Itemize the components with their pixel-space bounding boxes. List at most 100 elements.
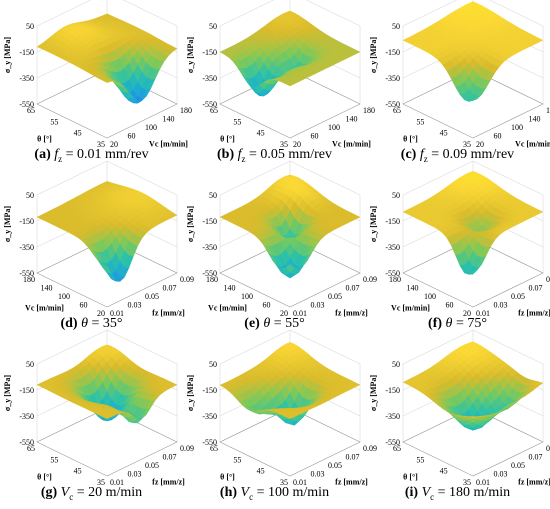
z-tick-label: -150 — [202, 48, 217, 57]
y-tick-label: 100 — [511, 123, 523, 132]
caption-subscript: c — [69, 491, 74, 502]
z-tick-label: -550 — [19, 438, 34, 447]
z-tick-label: -550 — [202, 100, 217, 109]
surface-e — [219, 174, 361, 279]
caption-label: (h) — [219, 485, 238, 500]
z-tick-label: -350 — [385, 412, 400, 421]
surface-a — [36, 13, 178, 104]
x-tick-label: 45 — [440, 467, 448, 476]
surface-plot-e: 50 -150 -350 -550 σ_y [MPa] 180 140 100 60 20 Vc [… — [183, 160, 377, 338]
x-axis-label: θ [°] — [403, 134, 418, 143]
caption-subscript: c — [249, 491, 254, 502]
x-axis-label: θ [°] — [37, 472, 52, 481]
x-tick-label: 65 — [27, 444, 35, 453]
x-tick-label: 100 — [58, 292, 70, 301]
z-axis-label: σ_y [MPa] — [3, 375, 12, 411]
y-axis-label: fz [mm/z] — [518, 309, 550, 318]
x-tick-label: 55 — [233, 117, 241, 126]
y-axis-label: fz [mm/z] — [152, 478, 185, 487]
y-tick-label: 60 — [494, 132, 502, 141]
z-tick-label: -350 — [19, 74, 34, 83]
x-tick-label: 65 — [393, 444, 401, 453]
x-tick-label: 45 — [440, 129, 448, 138]
z-tick-label: -150 — [202, 217, 217, 226]
y-tick-label: 0.05 — [511, 292, 525, 301]
surface-svg-f: 50 -150 -350 -550 σ_y [MPa] 180 140 100 60 20 Vc [… — [369, 160, 550, 318]
panel-caption: (e) θ = 55° — [183, 316, 366, 332]
y-tick-label: 0.09 — [180, 275, 194, 284]
surface-g — [36, 344, 178, 424]
z-tick-label: -150 — [385, 217, 400, 226]
z-axis-label: σ_y [MPa] — [369, 206, 378, 242]
x-axis-label: θ [°] — [220, 134, 235, 143]
x-axis-label: θ [°] — [403, 472, 418, 481]
x-tick-label: 180 — [23, 275, 35, 284]
surface-svg-e: 50 -150 -350 -550 σ_y [MPa] 180 140 100 60 20 Vc [… — [186, 160, 377, 318]
x-tick-label: 55 — [416, 117, 424, 126]
y-tick-label: 0.01 — [476, 478, 490, 487]
x-tick-label: 35 — [280, 478, 288, 487]
y-tick-label: 0.01 — [293, 309, 307, 318]
panel-caption: (i) Vc = 180 m/min — [366, 485, 549, 502]
caption-label: (g) — [40, 485, 58, 500]
caption-value: = 0.01 mm/rev — [62, 147, 149, 162]
panel-caption: (a) fz = 0.01 mm/rev — [0, 147, 183, 164]
surface-c — [402, 1, 544, 102]
surface-plot-h: 50 -150 -350 -550 σ_y [MPa] 65 55 45 35 θ [°] 0.01… — [183, 329, 377, 507]
x-tick-label: 20 — [463, 309, 471, 318]
y-tick-label: 0.07 — [163, 453, 177, 462]
z-tick-label: -550 — [385, 269, 400, 278]
x-tick-label: 65 — [210, 444, 218, 453]
x-tick-label: 20 — [280, 309, 288, 318]
y-tick-label: 20 — [476, 140, 484, 149]
y-tick-label: 0.05 — [511, 461, 525, 470]
z-tick-label: -550 — [202, 438, 217, 447]
x-tick-label: 60 — [446, 301, 454, 310]
x-tick-label: 55 — [50, 455, 58, 464]
x-tick-label: 55 — [233, 455, 241, 464]
y-tick-label: 0.05 — [328, 292, 342, 301]
y-tick-label: 0.03 — [494, 470, 508, 479]
y-tick-label: 60 — [128, 132, 136, 141]
y-axis-label: fz [mm/z] — [335, 478, 368, 487]
y-tick-label: 0.07 — [529, 453, 543, 462]
x-tick-label: 60 — [80, 301, 88, 310]
surface-plot-b: 50 -150 -350 -550 σ_y [MPa] 65 55 45 35 θ [°] 20 60… — [183, 0, 375, 169]
x-axis-label: Vc [m/min] — [391, 303, 430, 312]
y-tick-label: 0.09 — [546, 444, 550, 453]
caption-symbol: V — [418, 485, 431, 500]
z-tick-label: -150 — [385, 386, 400, 395]
z-tick-label: 50 — [26, 22, 34, 31]
surface-d — [36, 181, 178, 282]
x-tick-label: 100 — [424, 292, 436, 301]
z-tick-label: 50 — [392, 22, 400, 31]
caption-value: = 100 m/min — [253, 485, 330, 500]
z-tick-label: -350 — [19, 243, 34, 252]
caption-symbol: θ — [259, 316, 271, 331]
z-tick-label: -550 — [385, 438, 400, 447]
x-tick-label: 35 — [97, 478, 105, 487]
z-tick-label: -150 — [19, 48, 34, 57]
caption-value: = 20 m/min — [73, 485, 143, 500]
caption-symbol: θ — [442, 316, 453, 331]
caption-label: (a) — [34, 147, 51, 162]
caption-label: (b) — [217, 147, 235, 162]
z-tick-label: -350 — [19, 412, 34, 421]
x-tick-label: 55 — [50, 117, 58, 126]
panel-caption: (b) fz = 0.05 mm/rev — [183, 147, 366, 164]
x-tick-label: 45 — [257, 129, 265, 138]
y-tick-label: 140 — [346, 115, 358, 124]
z-tick-label: 50 — [26, 360, 34, 369]
z-tick-label: -550 — [19, 269, 34, 278]
y-tick-label: 20 — [110, 140, 118, 149]
panel-caption: (c) fz = 0.09 mm/rev — [366, 147, 549, 164]
y-tick-label: 0.05 — [145, 461, 159, 470]
z-tick-label: -150 — [202, 386, 217, 395]
z-tick-label: -350 — [385, 74, 400, 83]
y-axis-label: Vc [m/min] — [332, 140, 371, 149]
caption-subscript: z — [423, 153, 428, 164]
x-tick-label: 140 — [224, 284, 236, 293]
caption-symbol: f — [416, 147, 424, 162]
surface-b — [219, 10, 361, 97]
